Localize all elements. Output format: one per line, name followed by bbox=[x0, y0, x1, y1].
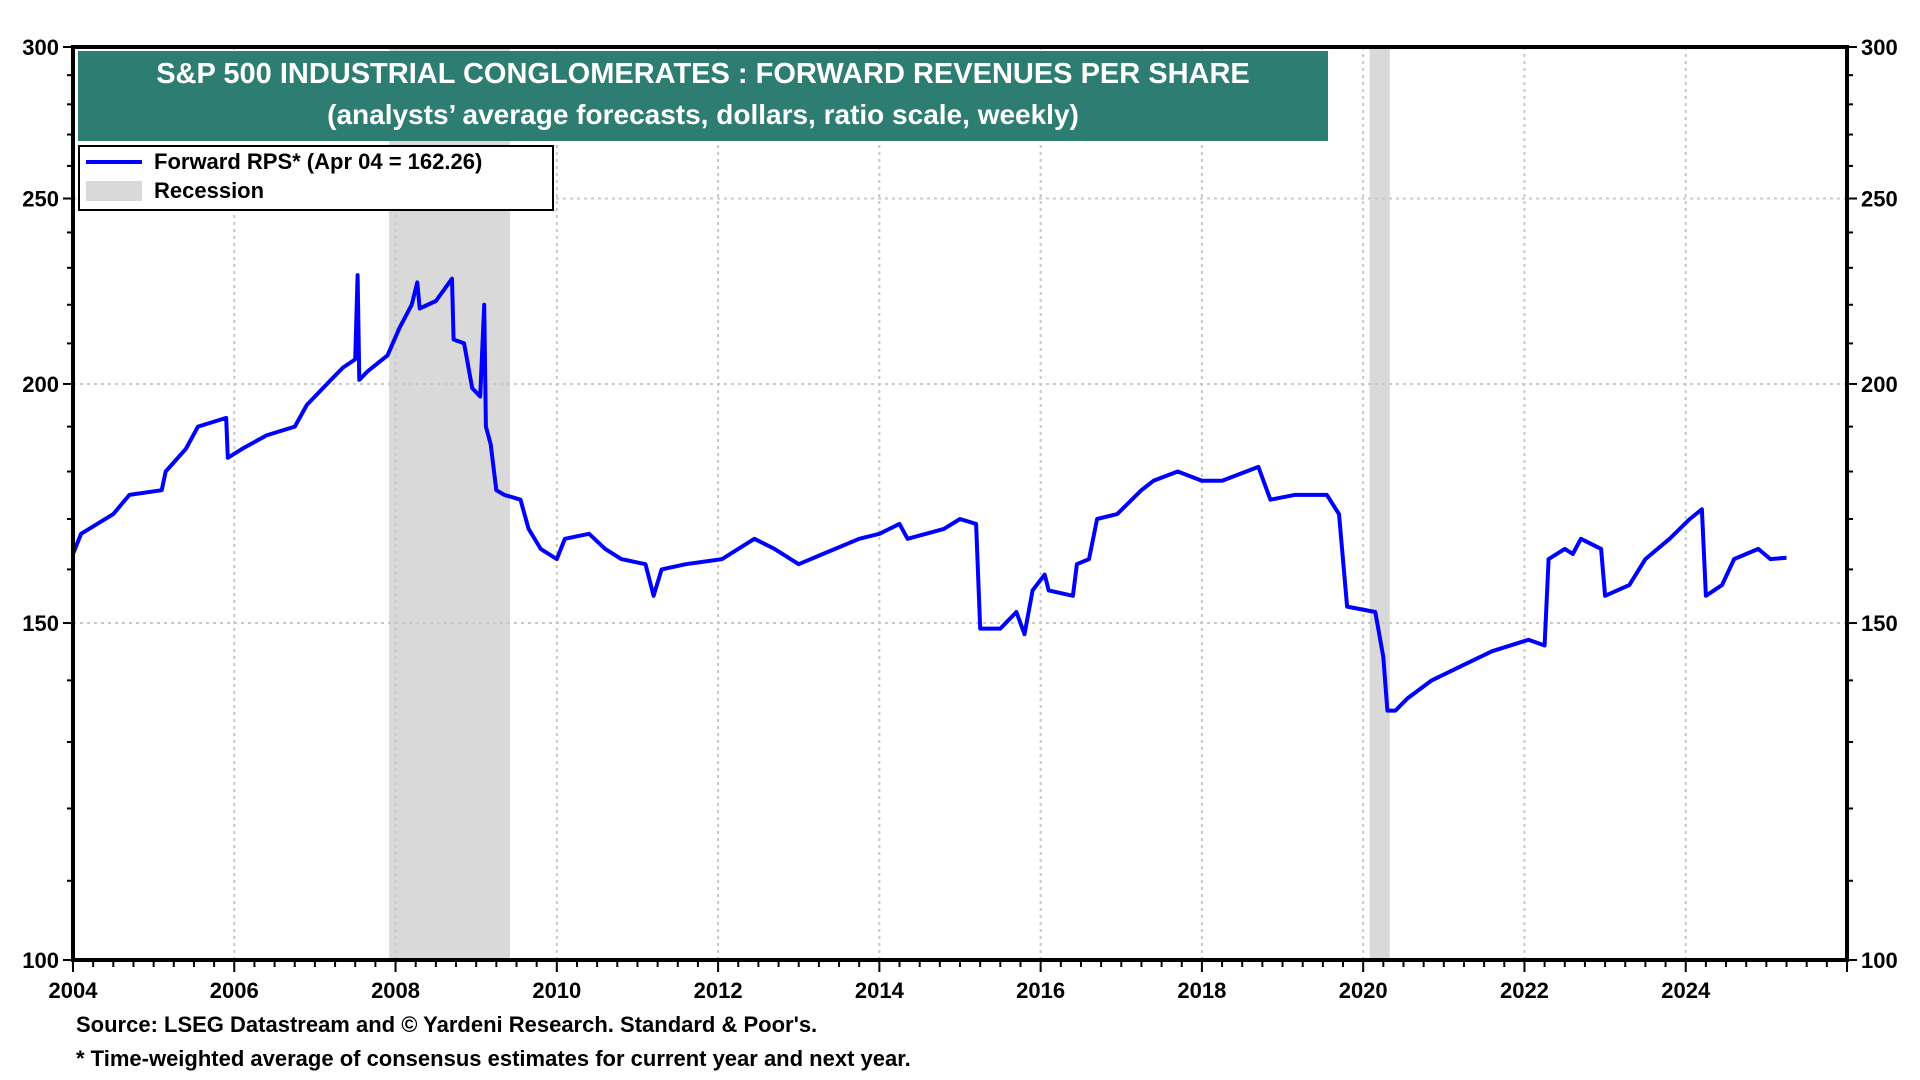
series-line-forward-rps bbox=[71, 273, 1787, 713]
y-tick-label-left: 250 bbox=[22, 187, 59, 212]
x-tick-label: 2020 bbox=[1339, 978, 1388, 1003]
y-tick-label-right: 100 bbox=[1861, 948, 1898, 973]
y-tick-label-right: 300 bbox=[1861, 35, 1898, 60]
legend-item-recession: Recession bbox=[80, 176, 552, 205]
legend-item-forward-rps: Forward RPS* (Apr 04 = 162.26) bbox=[80, 147, 552, 176]
chart-title-box: S&P 500 INDUSTRIAL CONGLOMERATES : FORWA… bbox=[78, 51, 1328, 141]
y-tick-label-left: 200 bbox=[22, 372, 59, 397]
footnote: * Time-weighted average of consensus est… bbox=[76, 1046, 911, 1071]
legend-recession-swatch bbox=[86, 180, 142, 201]
chart-subtitle: (analysts’ average forecasts, dollars, r… bbox=[327, 99, 1079, 130]
x-tick-label: 2018 bbox=[1177, 978, 1226, 1003]
x-tick-label: 2022 bbox=[1500, 978, 1549, 1003]
legend-label: Forward RPS* (Apr 04 = 162.26) bbox=[154, 148, 483, 174]
recession-band bbox=[1369, 47, 1390, 960]
legend-line-swatch bbox=[86, 159, 142, 164]
x-tick-label: 2016 bbox=[1016, 978, 1065, 1003]
y-tick-label-right: 250 bbox=[1861, 187, 1898, 212]
legend-label: Recession bbox=[154, 177, 265, 203]
x-tick-label: 2010 bbox=[532, 978, 581, 1003]
x-tick-label: 2006 bbox=[210, 978, 259, 1003]
y-tick-label-right: 200 bbox=[1861, 372, 1898, 397]
x-tick-label: 2014 bbox=[855, 978, 905, 1003]
y-tick-label-left: 300 bbox=[22, 35, 59, 60]
x-tick-label: 2008 bbox=[371, 978, 420, 1003]
y-tick-label-right: 150 bbox=[1861, 611, 1898, 636]
y-tick-label-left: 150 bbox=[22, 611, 59, 636]
legend: Forward RPS* (Apr 04 = 162.26) Recession bbox=[78, 145, 554, 211]
x-tick-label: 2012 bbox=[694, 978, 743, 1003]
y-tick-label-left: 100 bbox=[22, 948, 59, 973]
source-note: Source: LSEG Datastream and © Yardeni Re… bbox=[76, 1012, 818, 1037]
chart-title: S&P 500 INDUSTRIAL CONGLOMERATES : FORWA… bbox=[156, 58, 1250, 90]
x-tick-label: 2024 bbox=[1661, 978, 1711, 1003]
x-tick-label: 2004 bbox=[49, 978, 99, 1003]
